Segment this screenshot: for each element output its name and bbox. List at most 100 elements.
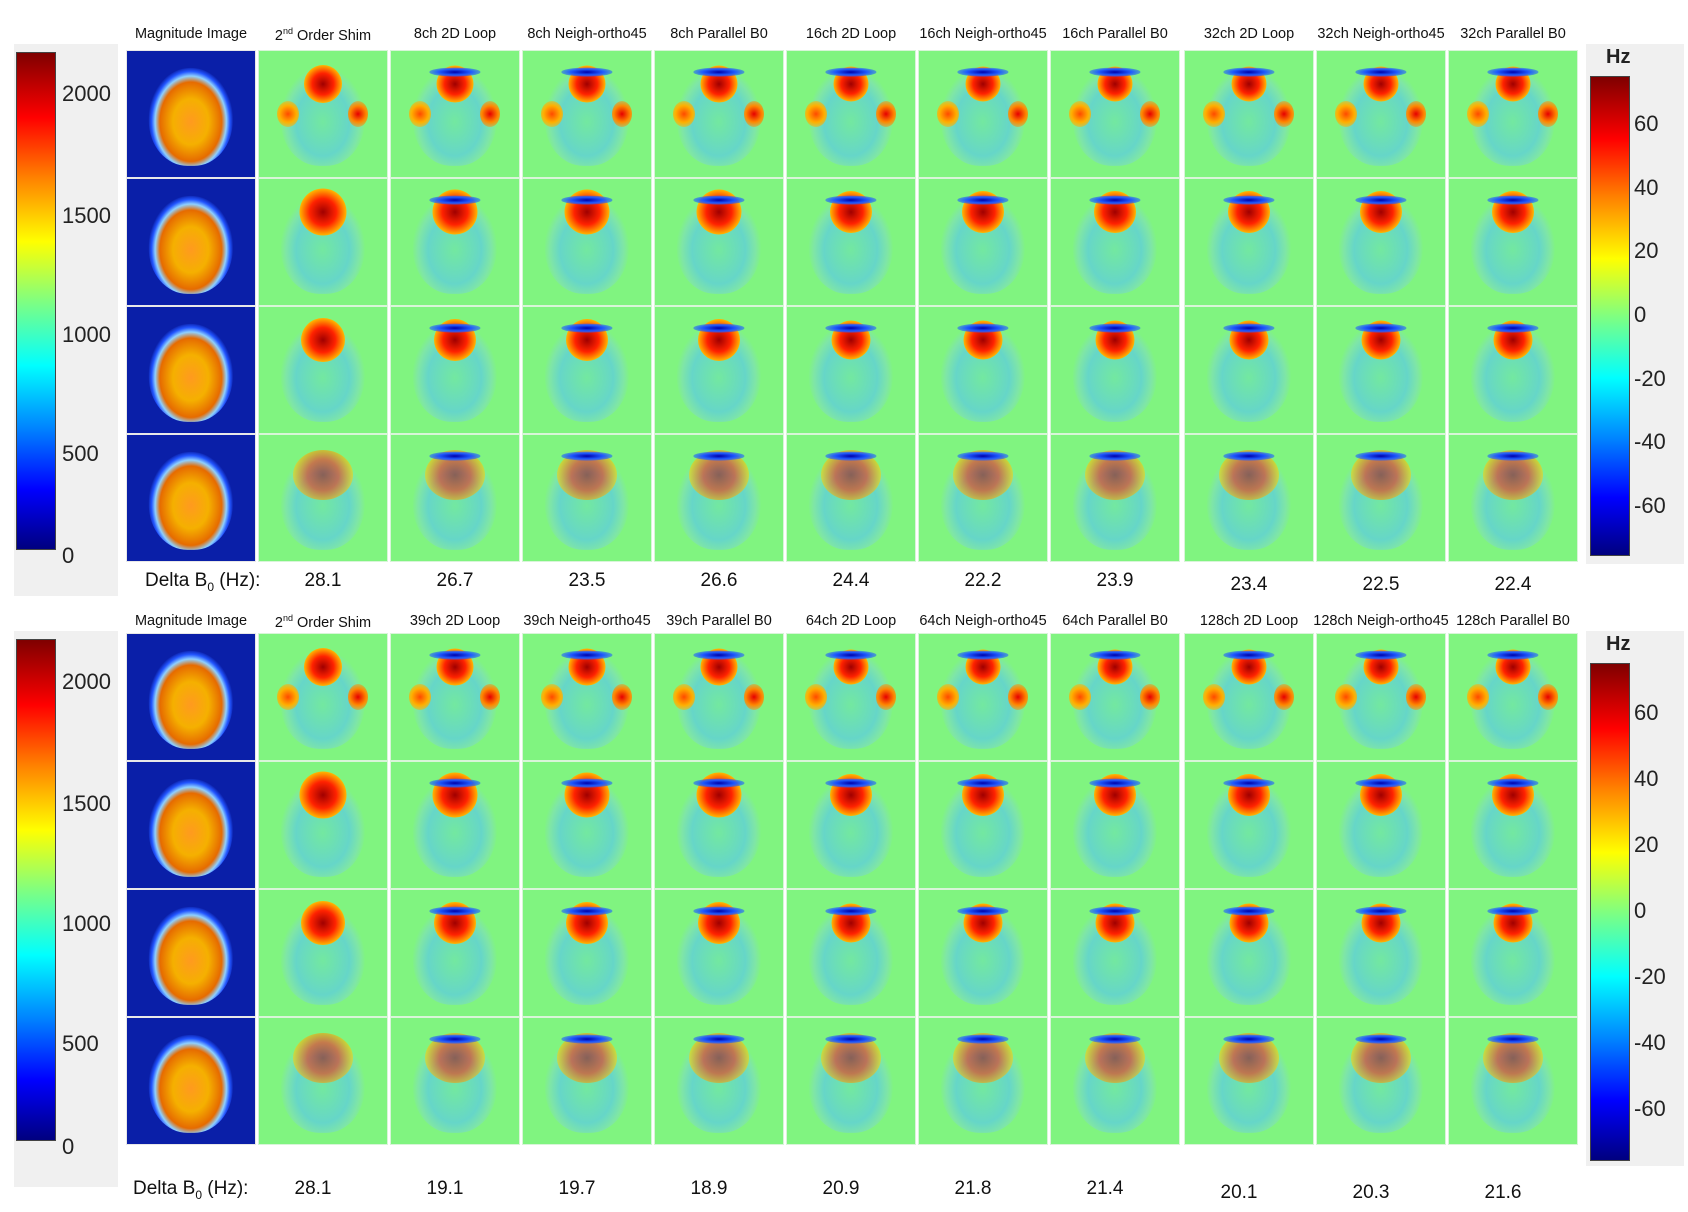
field-map-image <box>786 761 916 889</box>
field-map-image <box>522 178 652 306</box>
frontal-cold-band <box>429 324 481 333</box>
temporal-hotspot-left <box>1069 684 1092 710</box>
field-map-image <box>390 178 520 306</box>
hz-tick-label: 60 <box>1634 110 1659 136</box>
frontal-cold-band <box>429 907 481 916</box>
frontal-cold-band <box>693 907 745 916</box>
frontal-cold-band <box>1223 452 1275 461</box>
column-header: 39ch 2D Loop <box>384 613 526 629</box>
field-map-image <box>258 889 388 1017</box>
hz-tick-label: 20 <box>1634 238 1659 264</box>
field-map-image <box>522 306 652 434</box>
delta-b0-value: 20.9 <box>822 1178 860 1199</box>
column-header: Magnitude Image <box>120 613 262 629</box>
magnitude-tick-label: 1500 <box>62 791 111 816</box>
delta-b0-value: 26.6 <box>700 570 738 591</box>
column-header: 128ch 2D Loop <box>1178 613 1320 629</box>
temporal-hotspot-left <box>409 101 432 127</box>
frontal-cold-band <box>957 779 1009 788</box>
column-header-text: Magnitude Image <box>134 26 248 42</box>
hz-tick-label: 40 <box>1634 765 1659 791</box>
magnitude-tick-label: 500 <box>62 1031 99 1056</box>
column-header: 128ch Neigh-ortho45 <box>1310 613 1452 629</box>
column-header: 64ch Parallel B0 <box>1044 613 1186 629</box>
field-map-image <box>258 306 388 434</box>
frontal-cold-band <box>429 779 481 788</box>
column-header-text: 32ch Neigh-ortho45 <box>1317 26 1445 42</box>
magnitude-tick-label: 500 <box>62 440 99 466</box>
magnitude-tick-label: 2000 <box>62 81 111 107</box>
frontal-cold-band <box>1089 196 1141 205</box>
field-map-image <box>390 434 520 562</box>
field-map-image <box>522 889 652 1017</box>
column-header: 39ch Parallel B0 <box>648 613 790 629</box>
field-map-image <box>654 434 784 562</box>
frontal-cold-band <box>693 1035 745 1044</box>
frontal-cold-band <box>825 452 877 461</box>
hz-tick-label: -20 <box>1634 365 1666 391</box>
field-map-image <box>522 50 652 178</box>
field-map-image <box>1050 1017 1180 1145</box>
temporal-hotspot-right <box>1007 101 1028 127</box>
hz-tick-label: -60 <box>1634 493 1666 519</box>
temporal-hotspot-right <box>1139 101 1160 127</box>
delta-b0-label-text: Delta B <box>145 570 208 591</box>
column-header: 2nd Order Shim <box>252 613 394 631</box>
magnitude-image <box>126 178 256 306</box>
field-map-image <box>1448 434 1578 562</box>
field-map-image <box>1184 633 1314 761</box>
field-map-image <box>258 761 388 889</box>
hz-tick-label: 0 <box>1634 898 1647 923</box>
field-map-image <box>1448 761 1578 889</box>
delta-b0-value: 21.4 <box>1086 1178 1124 1199</box>
column-header: 32ch 2D Loop <box>1178 26 1320 42</box>
field-map-image <box>522 1017 652 1145</box>
temporal-hotspot-right <box>1537 101 1558 127</box>
delta-b0-value: 21.8 <box>954 1178 992 1199</box>
field-map-image <box>918 889 1048 1017</box>
temporal-hotspot-right <box>875 101 896 127</box>
frontal-cold-band <box>825 907 877 916</box>
field-map-image <box>1050 761 1180 889</box>
column-header: 64ch Neigh-ortho45 <box>912 613 1054 629</box>
field-map-image <box>786 889 916 1017</box>
frontal-field-hotspot <box>293 1033 353 1084</box>
column-header: 64ch 2D Loop <box>780 613 922 629</box>
brain-slice <box>148 650 234 749</box>
frontal-cold-band <box>693 779 745 788</box>
frontal-cold-band <box>1355 1035 1407 1044</box>
temporal-hotspot-right <box>743 101 764 127</box>
column-header: 8ch Parallel B0 <box>648 26 790 42</box>
frontal-cold-band <box>561 1035 613 1044</box>
field-map-image <box>1316 1017 1446 1145</box>
hz-colorbar-gradient <box>1590 76 1630 556</box>
delta-b0-value: 21.6 <box>1484 1182 1522 1203</box>
delta-b0-value: 24.4 <box>832 570 870 591</box>
frontal-cold-band <box>1089 1035 1141 1044</box>
magnitude-image <box>126 50 256 178</box>
field-map-image <box>390 306 520 434</box>
field-map-image <box>522 761 652 889</box>
frontal-cold-band <box>693 196 745 205</box>
frontal-cold-band <box>1487 196 1539 205</box>
delta-b0-value: 19.7 <box>558 1178 596 1199</box>
frontal-cold-band <box>1223 1035 1275 1044</box>
field-map-image <box>390 633 520 761</box>
frontal-cold-band <box>957 68 1009 77</box>
frontal-cold-band <box>1487 452 1539 461</box>
column-header: 2nd Order Shim <box>252 26 394 44</box>
hz-tick-label: 0 <box>1634 302 1647 327</box>
field-map-image <box>786 434 916 562</box>
field-map-image <box>1184 1017 1314 1145</box>
delta-b0-value: 22.5 <box>1362 574 1400 595</box>
field-map-image <box>654 761 784 889</box>
field-map-image <box>654 633 784 761</box>
temporal-hotspot-right <box>347 684 368 710</box>
frontal-cold-band <box>1487 651 1539 660</box>
field-map-image <box>390 50 520 178</box>
field-map-image <box>918 434 1048 562</box>
magnitude-image <box>126 434 256 562</box>
column-header: 8ch 2D Loop <box>384 26 526 42</box>
frontal-cold-band <box>1089 68 1141 77</box>
frontal-cold-band <box>1355 196 1407 205</box>
